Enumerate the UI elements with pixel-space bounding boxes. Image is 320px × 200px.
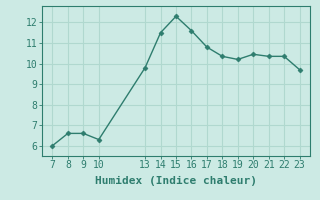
X-axis label: Humidex (Indice chaleur): Humidex (Indice chaleur) [95, 176, 257, 186]
